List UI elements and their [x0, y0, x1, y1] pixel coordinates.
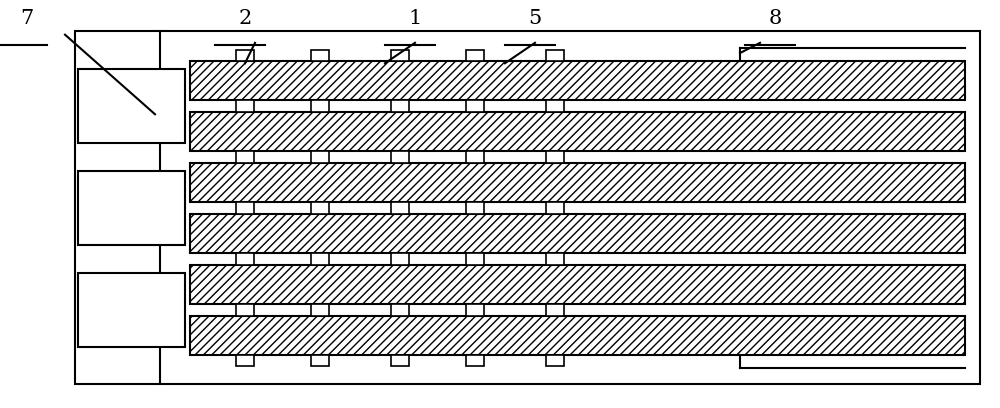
Text: 7: 7 [20, 9, 34, 28]
Bar [546, 355, 564, 366]
Bar [236, 50, 254, 61]
Bar [391, 253, 409, 265]
Bar [75, 31, 980, 384]
Bar [236, 151, 254, 163]
Bar [311, 50, 329, 61]
Bar [546, 50, 564, 61]
Bar [190, 163, 965, 202]
Bar [236, 304, 254, 316]
Text: 8: 8 [768, 9, 782, 28]
Bar [311, 100, 329, 112]
Bar [546, 304, 564, 316]
Bar [236, 202, 254, 214]
Bar [311, 304, 329, 316]
Bar [78, 273, 185, 347]
Bar [466, 50, 484, 61]
Bar [391, 304, 409, 316]
Bar [466, 100, 484, 112]
Bar [546, 100, 564, 112]
Bar [190, 214, 965, 253]
Bar [466, 355, 484, 366]
Bar [78, 171, 185, 245]
Bar [466, 253, 484, 265]
Text: 2: 2 [238, 9, 252, 28]
Bar [311, 151, 329, 163]
Bar [236, 355, 254, 366]
Bar [236, 100, 254, 112]
Bar [466, 304, 484, 316]
Bar [78, 69, 185, 143]
Bar [190, 112, 965, 151]
Bar [391, 50, 409, 61]
Bar [391, 355, 409, 366]
Bar [546, 151, 564, 163]
Bar [546, 253, 564, 265]
Bar [391, 100, 409, 112]
Bar [546, 202, 564, 214]
Text: 1: 1 [408, 9, 422, 28]
Bar [466, 202, 484, 214]
Bar [391, 151, 409, 163]
Bar [311, 253, 329, 265]
Bar [236, 253, 254, 265]
Text: 5: 5 [528, 9, 542, 28]
Bar [466, 151, 484, 163]
Bar [190, 61, 965, 100]
Bar [391, 202, 409, 214]
Bar [311, 202, 329, 214]
Bar [190, 316, 965, 355]
Bar [190, 265, 965, 304]
Bar [311, 355, 329, 366]
